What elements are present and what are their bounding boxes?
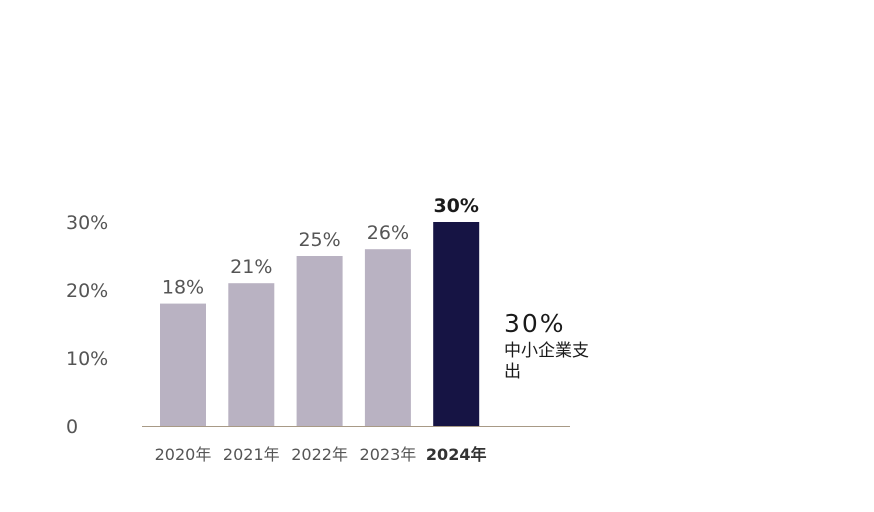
x-tick-label: 2024年: [426, 445, 487, 464]
bar: [364, 249, 411, 426]
bar: [296, 256, 343, 426]
x-tick-label: 2021年: [223, 445, 280, 464]
data-label: 26%: [367, 222, 409, 244]
bar: [160, 303, 206, 426]
callout-label: 中小企業支出: [504, 341, 589, 382]
y-tick-label: 10%: [66, 348, 108, 370]
y-tick-label: 30%: [66, 212, 108, 234]
data-label: 30%: [433, 195, 478, 217]
bar: [228, 283, 275, 426]
bar-highlight: [433, 222, 480, 426]
data-label: 18%: [162, 277, 204, 299]
x-tick-label: 2023年: [360, 445, 417, 464]
data-label: 21%: [230, 256, 272, 278]
x-tick-label: 2020年: [155, 445, 212, 464]
y-tick-label: 20%: [66, 280, 108, 302]
x-tick-label: 2022年: [291, 445, 348, 464]
y-tick-label: 0: [66, 416, 78, 438]
data-label: 25%: [298, 229, 340, 251]
callout: 30% 中小企業支出: [504, 309, 594, 383]
callout-value: 30%: [504, 309, 566, 338]
